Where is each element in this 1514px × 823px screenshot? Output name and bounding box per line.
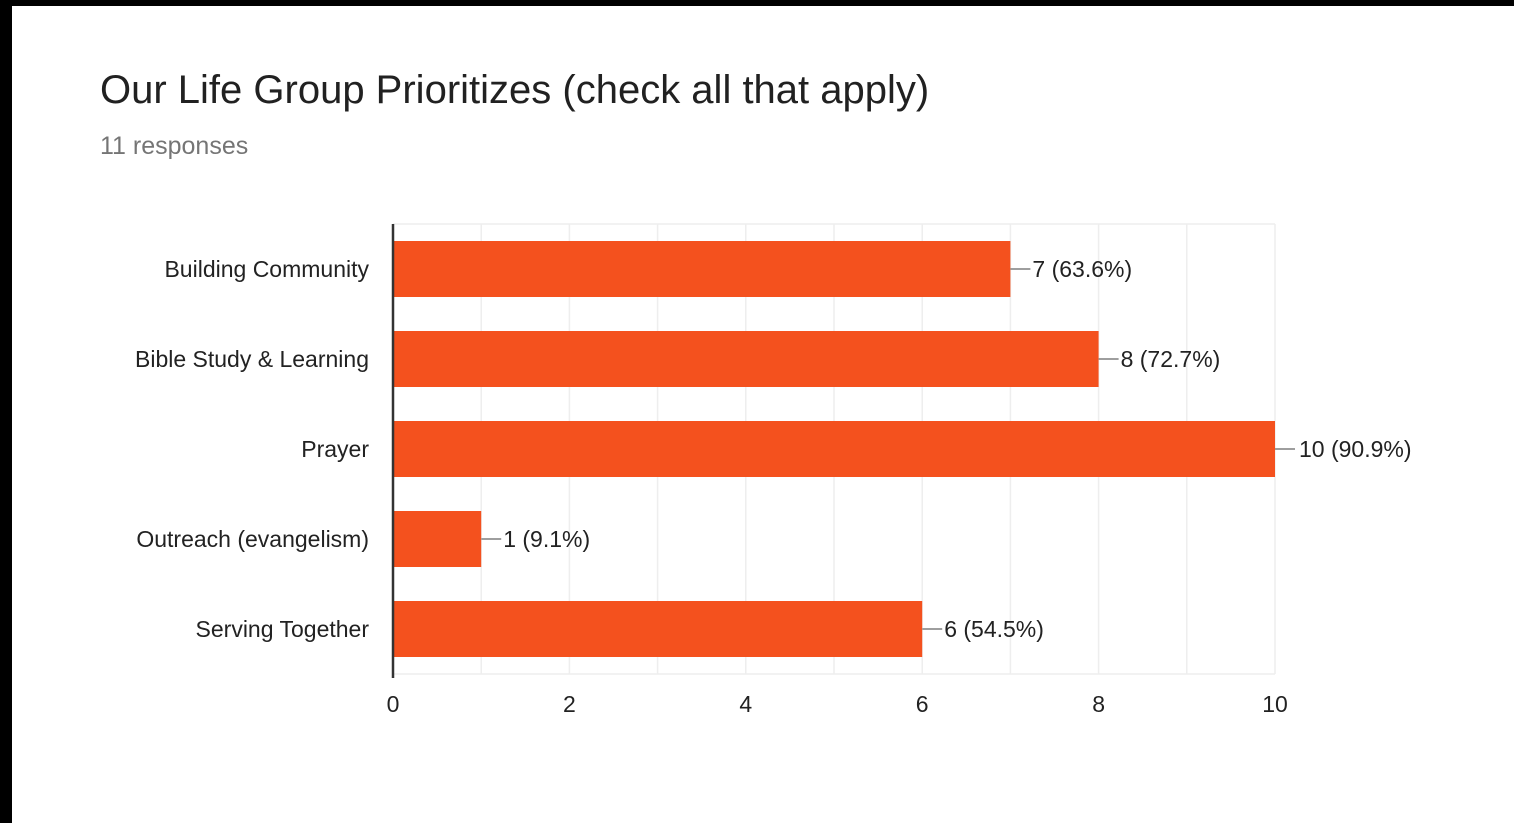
chart-title: Our Life Group Prioritizes (check all th…	[100, 68, 930, 112]
bar	[393, 421, 1275, 477]
data-label: 10 (90.9%)	[1299, 436, 1412, 462]
category-label: Building Community	[164, 256, 369, 282]
response-count: 11 responses	[100, 132, 249, 160]
data-label: 8 (72.7%)	[1121, 346, 1221, 372]
data-label: 6 (54.5%)	[944, 616, 1044, 642]
x-tick-label: 0	[387, 691, 400, 717]
data-label: 1 (9.1%)	[503, 526, 590, 552]
x-tick-label: 2	[563, 691, 576, 717]
x-tick-label: 4	[739, 691, 752, 717]
x-tick-label: 10	[1262, 691, 1288, 717]
category-label: Outreach (evangelism)	[136, 526, 369, 552]
bar-chart: Building Community 7 (63.6%) Bible Study &…	[135, 223, 1412, 717]
category-label: Bible Study & Learning	[135, 346, 369, 372]
x-tick-label: 6	[916, 691, 929, 717]
category-label: Serving Together	[196, 616, 370, 642]
bar	[393, 511, 482, 567]
bar	[393, 331, 1099, 387]
x-tick-label: 8	[1092, 691, 1105, 717]
bar	[393, 241, 1011, 297]
bar	[393, 601, 923, 657]
data-label: 7 (63.6%)	[1032, 256, 1132, 282]
chart-card: Our Life Group Prioritizes (check all th…	[12, 6, 1514, 823]
category-label: Prayer	[301, 436, 369, 462]
